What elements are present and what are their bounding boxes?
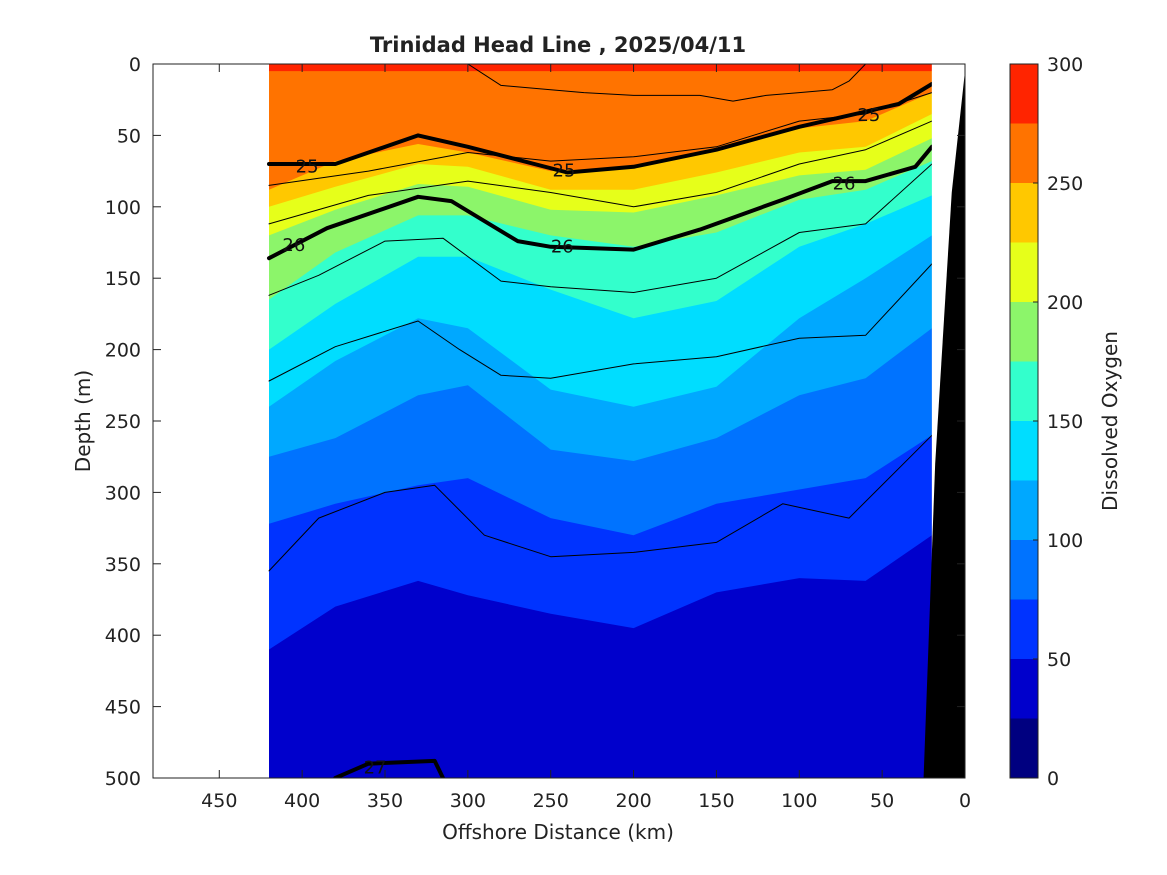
y-axis-label: Depth (m) — [71, 370, 95, 472]
colorbar-swatch-100 — [1010, 480, 1038, 540]
y-tick-label: 500 — [105, 768, 141, 790]
chart-title: Trinidad Head Line , 2025/04/11 — [370, 33, 746, 57]
colorbar-swatch-50 — [1010, 599, 1038, 659]
x-tick-label: 250 — [533, 790, 569, 812]
contour-label-25: 25 — [857, 105, 880, 126]
x-tick-label: 150 — [698, 790, 734, 812]
contour-label-text: 26 — [833, 174, 856, 195]
density-contour-27 — [333, 758, 445, 778]
density-contour-thin-6 — [268, 263, 933, 382]
contour-label-25: 25 — [296, 156, 319, 177]
colorbar-label: Dissolved Oxygen — [1098, 331, 1122, 511]
colorbar-swatch-200 — [1010, 242, 1038, 302]
colorbar-tick-label: 200 — [1047, 292, 1083, 314]
colorbar-tick-label: 0 — [1047, 768, 1059, 790]
y-tick-label: 350 — [105, 554, 141, 576]
colorbar-swatch-250 — [1010, 123, 1038, 183]
bathymetry-layer — [923, 64, 965, 778]
contour-label-26: 26 — [282, 235, 305, 256]
colorbar-swatch-150 — [1010, 361, 1038, 421]
y-tick-label: 50 — [117, 125, 141, 147]
colorbar-swatch-275 — [1010, 64, 1038, 124]
x-tick-label: 200 — [615, 790, 651, 812]
colorbar-swatch-0 — [1010, 718, 1038, 778]
oxygen-band-275 — [269, 64, 932, 72]
x-tick-label: 400 — [284, 790, 320, 812]
x-tick-label: 100 — [781, 790, 817, 812]
colorbar-tick-label: 50 — [1047, 649, 1071, 671]
x-axis-label: Offshore Distance (km) — [442, 820, 674, 844]
contour-label-text: 26 — [551, 236, 574, 257]
colorbar: 0 50 100 150 200 250 300 — [1009, 54, 1083, 790]
y-tick-label: 150 — [105, 268, 141, 290]
density-contour-26 — [267, 144, 934, 261]
density-contour-thin-5 — [268, 163, 933, 296]
colorbar-swatch-75 — [1010, 540, 1038, 600]
contour-label-26: 26 — [833, 174, 856, 195]
x-axis-ticks: 450 400 350 300 250 200 150 100 50 0 — [201, 64, 971, 812]
density-contour-thin-4 — [268, 120, 933, 225]
density-contour-thin-7 — [268, 434, 933, 572]
oxygen-fill-layer — [269, 64, 932, 778]
contour-label-text: 25 — [296, 156, 319, 177]
density-contour-thin-3 — [268, 92, 933, 186]
contour-label-text: 25 — [553, 161, 576, 182]
colorbar-swatch-225 — [1010, 183, 1038, 243]
y-tick-label: 100 — [105, 197, 141, 219]
y-tick-label: 300 — [105, 482, 141, 504]
density-contour-thin-8 — [467, 64, 900, 102]
density-contour-layer: 25 25 25 26 26 26 27 — [267, 64, 934, 779]
y-tick-label: 450 — [105, 697, 141, 719]
y-tick-label: 0 — [129, 54, 141, 76]
contour-label-26: 26 — [551, 236, 574, 257]
x-tick-label: 50 — [870, 790, 894, 812]
x-tick-label: 300 — [450, 790, 486, 812]
colorbar-swatch-25 — [1010, 659, 1038, 719]
x-tick-label: 450 — [201, 790, 237, 812]
contour-label-25: 25 — [553, 161, 576, 182]
y-axis-ticks: 0 50 100 150 200 250 300 350 400 450 500 — [105, 54, 965, 790]
colorbar-swatch-175 — [1010, 302, 1038, 362]
x-tick-label: 350 — [367, 790, 403, 812]
colorbar-tick-label: 150 — [1047, 411, 1083, 433]
density-contour-25 — [267, 82, 934, 175]
y-tick-label: 400 — [105, 625, 141, 647]
contour-label-27: 27 — [364, 758, 387, 779]
contour-label-text: 25 — [857, 105, 880, 126]
plot-area: 25 25 25 26 26 26 27 450 400 350 300 250 200 150 100 5… — [105, 54, 971, 812]
contour-label-text: 27 — [364, 758, 387, 779]
x-tick-label: 0 — [959, 790, 971, 812]
y-tick-label: 250 — [105, 411, 141, 433]
colorbar-swatch-125 — [1010, 421, 1038, 481]
contour-label-text: 26 — [282, 235, 305, 256]
colorbar-tick-label: 300 — [1047, 54, 1083, 76]
seafloor-bathymetry — [923, 71, 965, 778]
colorbar-tick-label: 100 — [1047, 530, 1083, 552]
y-tick-label: 200 — [105, 340, 141, 362]
colorbar-tick-label: 250 — [1047, 173, 1083, 195]
